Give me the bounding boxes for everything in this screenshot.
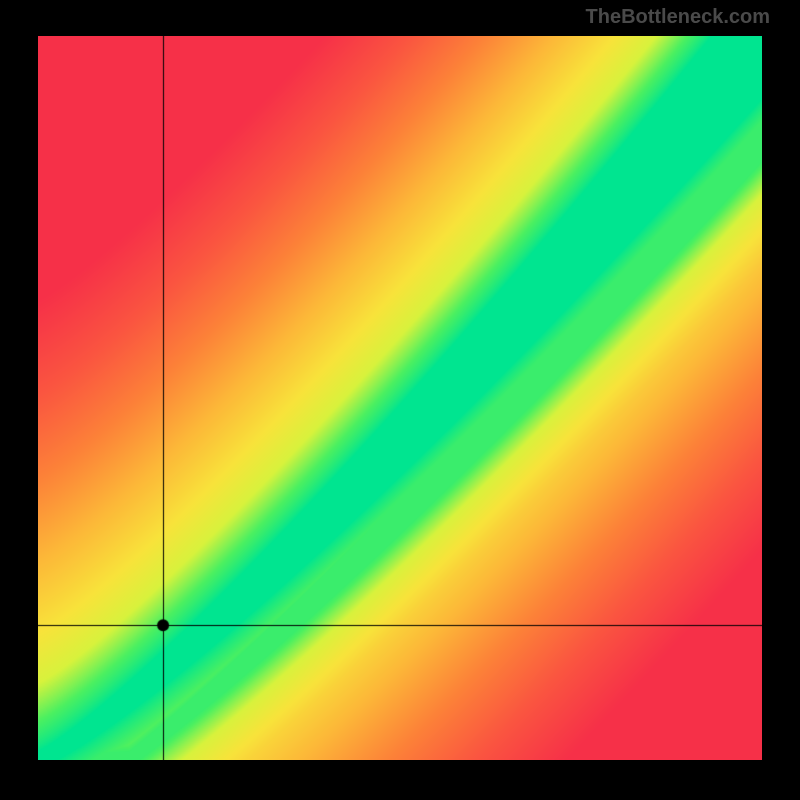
chart-container: TheBottleneck.com bbox=[0, 0, 800, 800]
attribution-text: TheBottleneck.com bbox=[586, 6, 770, 29]
bottleneck-heatmap bbox=[38, 36, 762, 760]
